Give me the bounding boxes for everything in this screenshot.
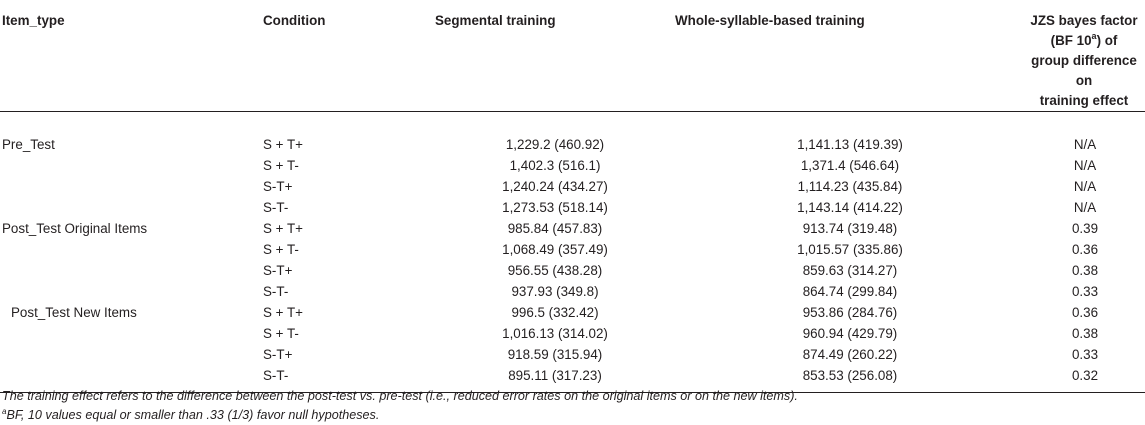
cell-condition: S-T- [263, 368, 289, 383]
header-bf-line2-post: ) of [1096, 33, 1118, 48]
cell-item-type [0, 344, 263, 365]
cell-bayes-factor: 0.38 [1071, 326, 1099, 341]
cell-whole-syllable: 853.53 (256.08) [802, 368, 898, 383]
table-row: S-T+ 956.55 (438.28) 859.63 (314.27) 0.38 [0, 260, 1145, 281]
cell-bayes-factor: N/A [1073, 200, 1097, 215]
cell-condition: S + T+ [263, 221, 303, 236]
cell-item-type [0, 323, 263, 344]
cell-item-type [0, 281, 263, 302]
cell-item-type [0, 260, 263, 281]
cell-bayes-factor: 0.38 [1071, 263, 1099, 278]
header-condition: Condition [263, 0, 435, 112]
table-row: S + T- 1,016.13 (314.02) 960.94 (429.79) 0.… [0, 323, 1145, 344]
cell-segmental: 937.93 (349.8) [511, 284, 599, 299]
table-body: Pre_Test S + T+ 1,229.2 (460.92) 1,141.13 (… [0, 112, 1145, 393]
cell-bayes-factor: N/A [1073, 179, 1097, 194]
cell-condition: S-T+ [263, 347, 293, 362]
cell-condition: S + T- [263, 326, 299, 341]
cell-segmental: 1,016.13 (314.02) [502, 326, 608, 341]
cell-bayes-factor: 0.33 [1071, 284, 1099, 299]
cell-bayes-factor: N/A [1073, 137, 1097, 152]
cell-condition: S-T- [263, 200, 289, 215]
header-whole-syllable-training: Whole-syllable-based training [675, 0, 1025, 112]
header-bf-line1: JZS bayes factor [1030, 13, 1138, 28]
cell-whole-syllable: 913.74 (319.48) [802, 221, 898, 236]
table-note-2-marker: a [2, 407, 7, 416]
header-bayes-factor: JZS bayes factor (BF 10a) of group diffe… [1025, 0, 1145, 112]
cell-segmental: 1,229.2 (460.92) [505, 137, 605, 152]
cell-condition: S + T+ [263, 305, 303, 320]
cell-segmental: 1,240.24 (434.27) [502, 179, 608, 194]
cell-whole-syllable: 859.63 (314.27) [802, 263, 898, 278]
table-note-2-text: BF, 10 values equal or smaller than .33 … [6, 408, 380, 422]
cell-item-type [0, 197, 263, 218]
header-segmental-training: Segmental training [435, 0, 675, 112]
results-table-container: Item_type Condition Segmental training W… [0, 0, 1145, 393]
cell-item-type [0, 155, 263, 176]
cell-item-type: Post_Test Original Items [2, 221, 148, 236]
cell-segmental: 1,068.49 (357.49) [502, 242, 608, 257]
cell-bayes-factor: N/A [1073, 158, 1097, 173]
cell-segmental: 895.11 (317.23) [508, 368, 602, 383]
cell-whole-syllable: 864.74 (299.84) [802, 284, 898, 299]
table-header: Item_type Condition Segmental training W… [0, 0, 1145, 112]
table-row: Post_Test Original Items S + T+ 985.84 (45… [0, 218, 1145, 239]
table-row: Pre_Test S + T+ 1,229.2 (460.92) 1,141.13 (… [0, 112, 1145, 156]
header-item-type: Item_type [0, 0, 263, 112]
table-row: S-T- 895.11 (317.23) 853.53 (256.08) 0.32 [0, 365, 1145, 393]
table-row: S + T- 1,068.49 (357.49) 1,015.57 (335.86)… [0, 239, 1145, 260]
header-bf-line4: training effect [1039, 93, 1129, 108]
cell-whole-syllable: 1,015.57 (335.86) [797, 242, 903, 257]
header-bf-footnote-marker: a [1091, 31, 1097, 41]
cell-whole-syllable: 960.94 (429.79) [802, 326, 898, 341]
cell-whole-syllable: 1,143.14 (414.22) [797, 200, 903, 215]
cell-bayes-factor: 0.36 [1071, 242, 1099, 257]
cell-bayes-factor: 0.36 [1071, 305, 1099, 320]
header-bf-line2-pre: (BF 10 [1050, 33, 1092, 48]
cell-whole-syllable: 953.86 (284.76) [802, 305, 898, 320]
cell-segmental: 996.5 (332.42) [511, 305, 599, 320]
cell-segmental: 985.84 (457.83) [507, 221, 603, 236]
cell-item-type: Post_Test New Items [11, 305, 137, 320]
table-note-2: aBF, 10 values equal or smaller than .33… [2, 406, 1142, 425]
cell-item-type: Pre_Test [2, 137, 55, 152]
cell-whole-syllable: 1,371.4 (546.64) [800, 158, 900, 173]
header-bf-line3: group difference on [1031, 53, 1137, 88]
cell-segmental: 1,402.3 (516.1) [509, 158, 601, 173]
table-notes: The training effect refers to the differ… [2, 387, 1142, 425]
cell-bayes-factor: 0.33 [1071, 347, 1099, 362]
cell-condition: S-T+ [263, 263, 293, 278]
cell-whole-syllable: 1,114.23 (435.84) [797, 179, 903, 194]
table-row: S + T- 1,402.3 (516.1) 1,371.4 (546.64) N/A [0, 155, 1145, 176]
table-row: S-T+ 1,240.24 (434.27) 1,114.23 (435.84) N/… [0, 176, 1145, 197]
cell-item-type [0, 176, 263, 197]
cell-condition: S-T+ [263, 179, 293, 194]
table-row: S-T+ 918.59 (315.94) 874.49 (260.22) 0.33 [0, 344, 1145, 365]
cell-bayes-factor: 0.32 [1071, 368, 1099, 383]
header-row: Item_type Condition Segmental training W… [0, 0, 1145, 112]
cell-segmental: 956.55 (438.28) [507, 263, 603, 278]
cell-item-type [0, 239, 263, 260]
cell-condition: S-T- [263, 284, 289, 299]
cell-condition: S + T- [263, 158, 299, 173]
table-note-1: The training effect refers to the differ… [2, 389, 798, 403]
cell-segmental: 918.59 (315.94) [507, 347, 603, 362]
cell-bayes-factor: 0.39 [1071, 221, 1099, 236]
cell-whole-syllable: 874.49 (260.22) [802, 347, 898, 362]
cell-segmental: 1,273.53 (518.14) [502, 200, 608, 215]
table-row: S-T- 1,273.53 (518.14) 1,143.14 (414.22) N/… [0, 197, 1145, 218]
cell-whole-syllable: 1,141.13 (419.39) [797, 137, 903, 152]
results-table: Item_type Condition Segmental training W… [0, 0, 1145, 393]
table-row: Post_Test New Items S + T+ 996.5 (332.42) 9… [0, 302, 1145, 323]
table-row: S-T- 937.93 (349.8) 864.74 (299.84) 0.33 [0, 281, 1145, 302]
cell-condition: S + T+ [263, 137, 303, 152]
cell-condition: S + T- [263, 242, 299, 257]
